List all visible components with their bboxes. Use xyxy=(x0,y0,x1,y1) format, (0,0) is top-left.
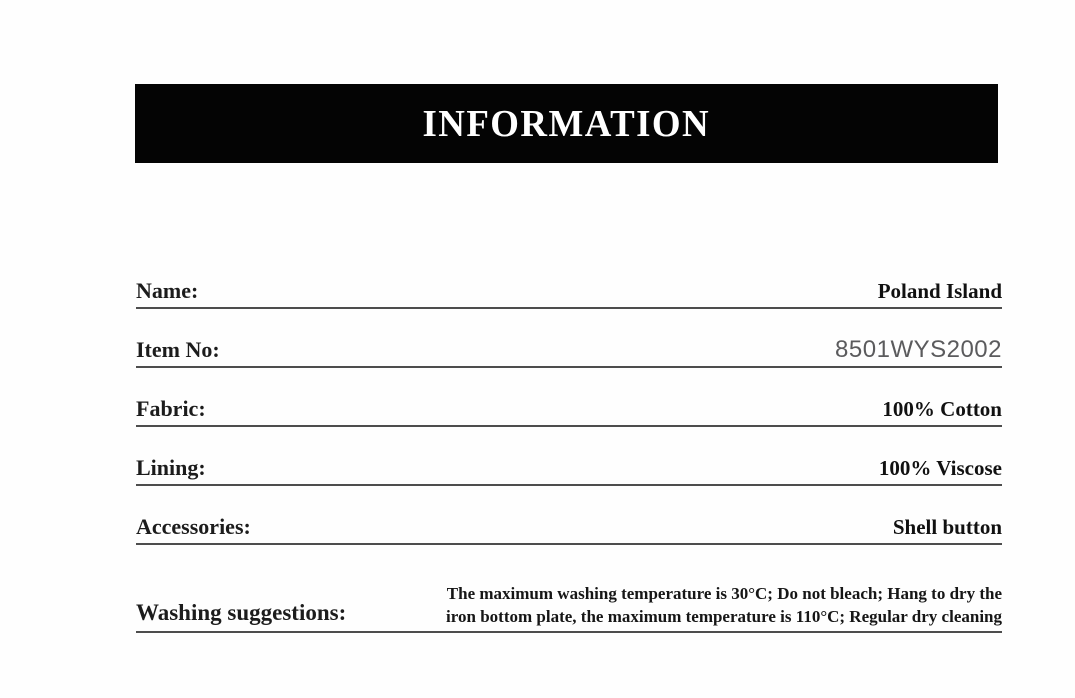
spec-row-lining: Lining: 100% Viscose xyxy=(136,454,1002,486)
lining-label: Lining: xyxy=(136,455,206,480)
spec-row-washing-suggestions: Washing suggestions: The maximum washing… xyxy=(136,582,1002,633)
spec-row-item-no: Item No: 8501WYS2002 xyxy=(136,336,1002,368)
accessories-label: Accessories: xyxy=(136,514,251,539)
information-title: INFORMATION xyxy=(422,102,711,145)
lining-value: 100% Viscose xyxy=(878,456,1002,480)
name-value: Poland Island xyxy=(877,279,1002,303)
name-label: Name: xyxy=(136,278,199,303)
fabric-value: 100% Cotton xyxy=(882,397,1002,421)
spec-row-accessories: Accessories: Shell button xyxy=(136,513,1002,545)
washing-suggestions-label: Washing suggestions: xyxy=(136,600,347,625)
spec-row-name: Name: Poland Island xyxy=(136,277,1002,309)
fabric-label: Fabric: xyxy=(136,396,206,421)
spec-row-fabric: Fabric: 100% Cotton xyxy=(136,395,1002,427)
information-header-bar: INFORMATION xyxy=(135,84,998,163)
accessories-value: Shell button xyxy=(892,515,1002,539)
item-no-value: 8501WYS2002 xyxy=(835,336,1002,363)
item-no-label: Item No: xyxy=(136,337,220,362)
washing-suggestions-value: The maximum washing temperature is 30°C;… xyxy=(446,584,1002,626)
spec-table: Name: Poland Island Item No: 8501WYS2002… xyxy=(136,250,1002,633)
